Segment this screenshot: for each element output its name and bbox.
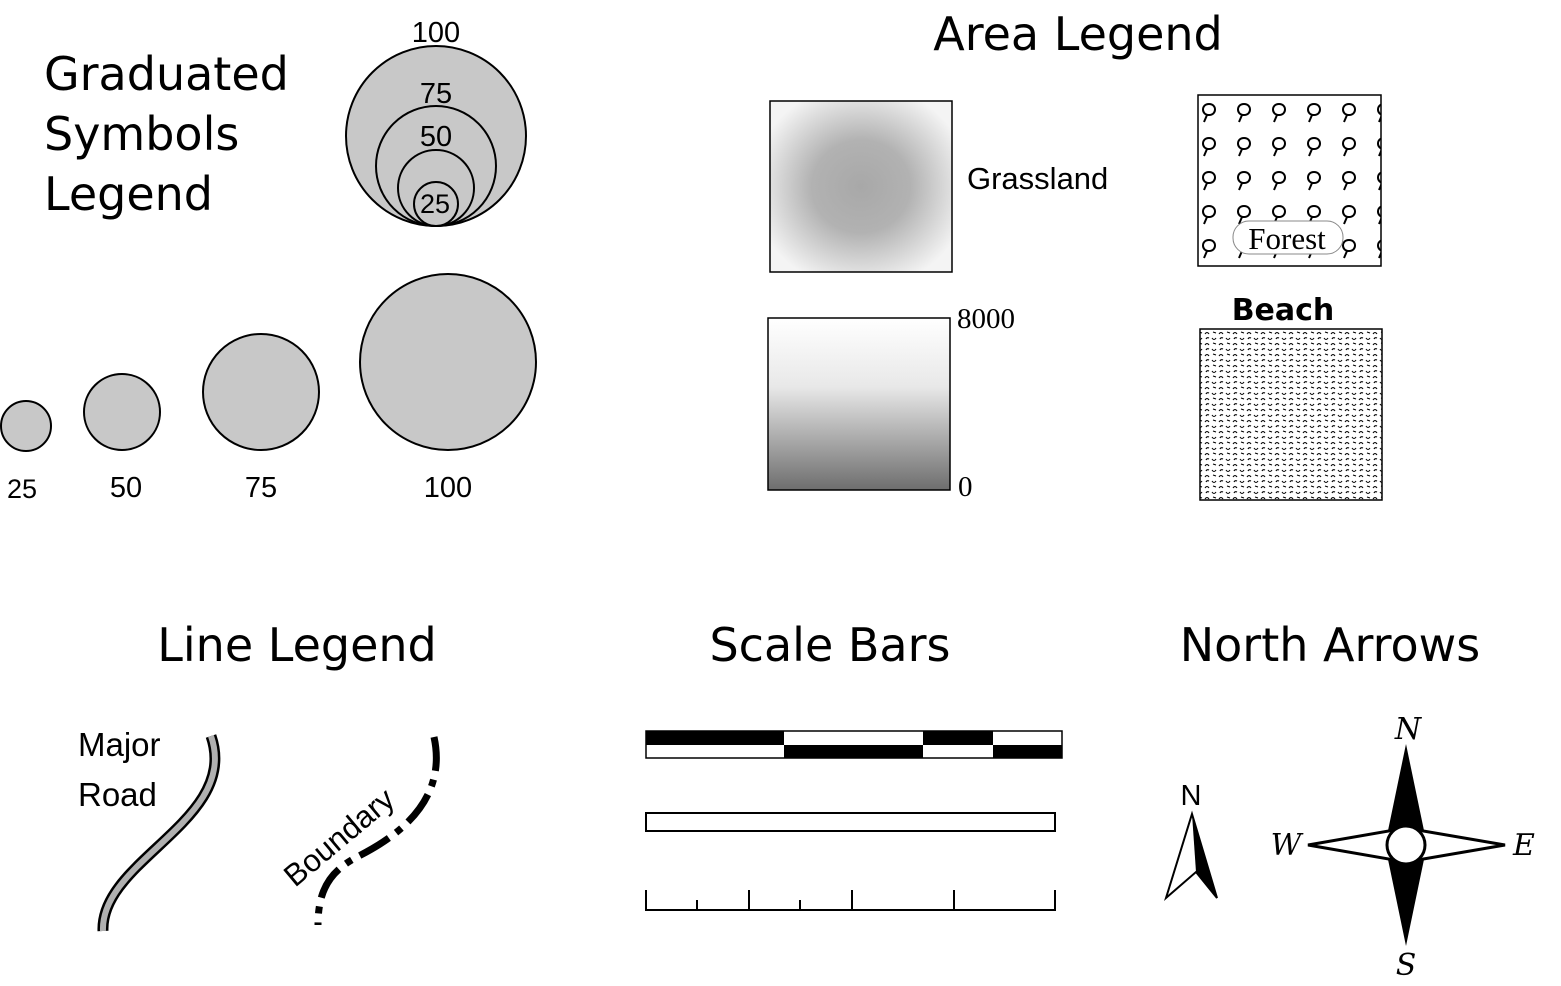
nested-label-100: 100 xyxy=(412,17,460,49)
graduated-title-line-1: Graduated xyxy=(44,47,289,101)
area-legend-title: Area Legend xyxy=(933,7,1222,61)
circle-row-symbols: 25 50 75 100 xyxy=(0,273,537,504)
elevation-ramp-group: 8000 0 xyxy=(767,303,1015,503)
major-road-line xyxy=(99,735,218,932)
grassland-label: Grassland xyxy=(967,161,1108,196)
line-legend-title: Line Legend xyxy=(157,618,436,672)
boundary-label: Boundary xyxy=(277,781,402,893)
boundary-group: Boundary xyxy=(277,736,440,926)
simple-north-arrow: N xyxy=(1164,780,1218,902)
scale-bars-section: Scale Bars xyxy=(645,618,1063,911)
grassland-swatch xyxy=(769,100,953,273)
scale-bar-segment xyxy=(923,731,993,745)
major-road-line-casing xyxy=(97,734,221,932)
row-circle-100 xyxy=(359,273,537,451)
beach-swatch-group: Beach xyxy=(1199,293,1383,501)
forest-label: Forest xyxy=(1248,221,1326,256)
boundary-line xyxy=(314,736,440,926)
major-road-group: Major Road xyxy=(78,726,221,932)
scale-bar-segment xyxy=(784,745,923,758)
major-road-label-line-2: Road xyxy=(78,776,157,813)
compass-center-circle xyxy=(1385,824,1427,866)
graduated-title-line-3: Legend xyxy=(44,167,213,221)
compass-rose: N S E W xyxy=(1271,712,1535,983)
beach-label: Beach xyxy=(1232,293,1335,328)
nested-circles-symbol: 100 75 50 25 xyxy=(345,17,527,227)
grassland-swatch-group: Grassland xyxy=(769,100,1108,273)
line-legend-section: Line Legend Major Road Boundary xyxy=(78,618,440,932)
nested-circle-25 xyxy=(413,181,459,227)
scale-bar-segment xyxy=(646,745,784,758)
simple-north-label: N xyxy=(1181,780,1202,812)
tick-scale-bar xyxy=(645,890,1056,911)
north-arrow-shade xyxy=(1192,814,1217,898)
forest-label-badge xyxy=(1232,220,1344,255)
graduated-title-line-2: Symbols xyxy=(44,107,239,161)
graduated-symbols-section: Graduated Symbols Legend 100 75 50 25 25… xyxy=(0,17,537,504)
scale-bar-segment xyxy=(784,731,923,745)
compass-north-label: N xyxy=(1394,712,1423,747)
compass-south-label: S xyxy=(1396,948,1417,983)
major-road-label-line-1: Major xyxy=(78,726,161,763)
row-label-100: 100 xyxy=(424,472,472,504)
beach-swatch xyxy=(1199,328,1383,501)
nested-label-50: 50 xyxy=(420,121,452,153)
row-label-50: 50 xyxy=(110,472,142,504)
nested-label-25: 25 xyxy=(420,189,450,219)
compass-west-label: W xyxy=(1271,828,1304,863)
nested-label-75: 75 xyxy=(420,78,452,110)
north-arrows-section: North Arrows N N S E W xyxy=(1164,618,1535,983)
row-circle-25 xyxy=(0,400,52,452)
scale-bar-segment xyxy=(993,731,1062,745)
area-legend-section: Area Legend Grassland Forest 8000 0 Beac… xyxy=(767,7,1383,503)
scale-bars-title: Scale Bars xyxy=(709,618,950,672)
plain-scale-bar xyxy=(645,812,1056,832)
scale-bar-segment xyxy=(993,745,1062,758)
row-circle-50 xyxy=(83,373,161,451)
scale-bar-outline xyxy=(645,730,1063,759)
row-label-25: 25 xyxy=(7,474,37,504)
ramp-max-label: 8000 xyxy=(957,303,1015,335)
scale-bar-segment xyxy=(923,745,993,758)
compass-east-label: E xyxy=(1512,828,1535,863)
north-arrows-title: North Arrows xyxy=(1180,618,1480,672)
row-label-75: 75 xyxy=(245,472,277,504)
ramp-min-label: 0 xyxy=(958,471,973,503)
row-circle-75 xyxy=(202,333,320,451)
forest-swatch-group: Forest xyxy=(1197,94,1382,267)
alternating-scale-bar xyxy=(645,730,1063,759)
elevation-ramp-swatch xyxy=(767,317,951,491)
scale-bar-segment xyxy=(646,731,784,745)
